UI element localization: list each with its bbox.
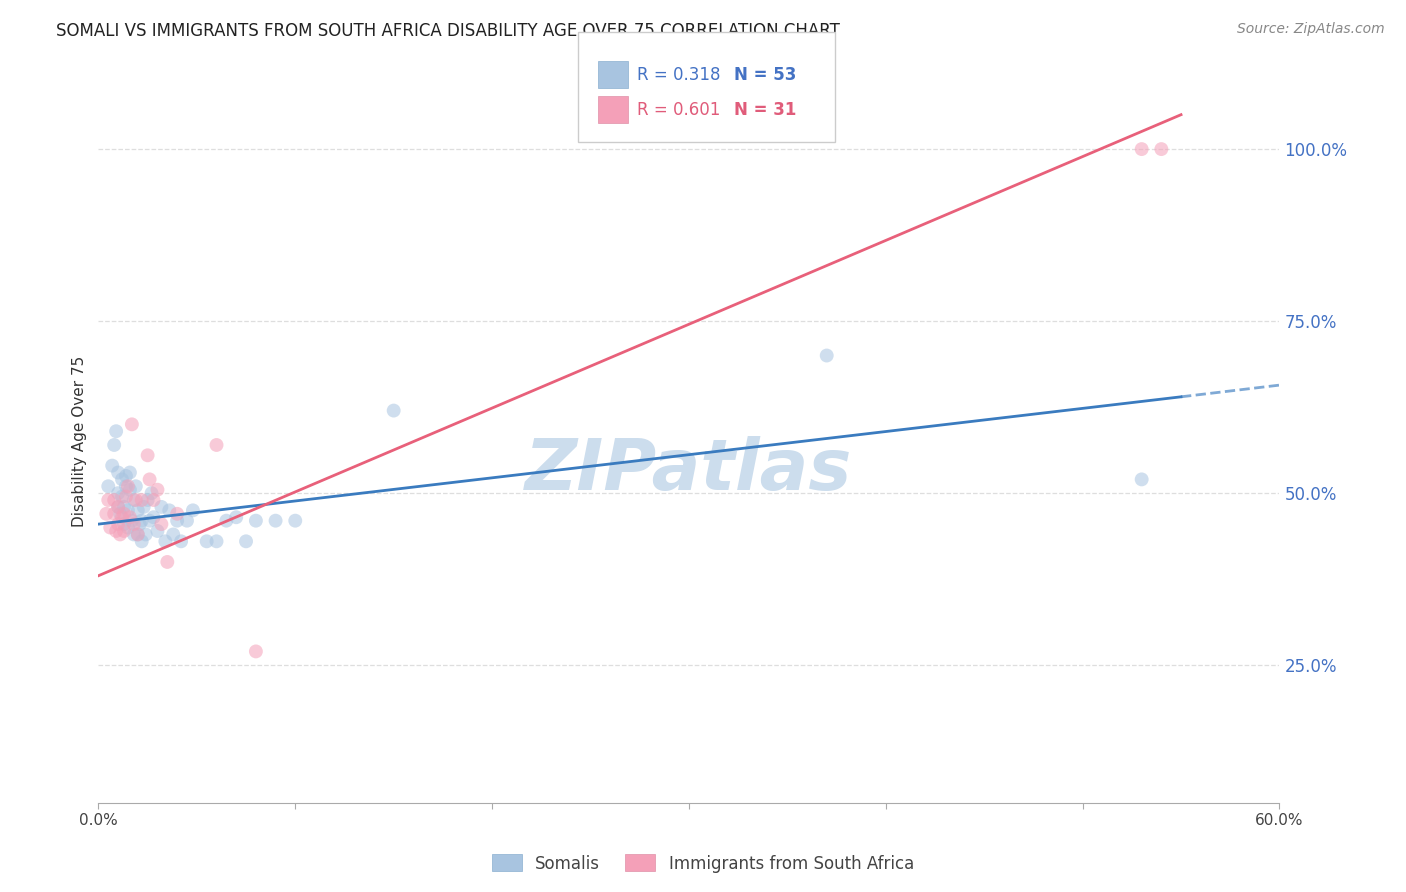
Text: N = 53: N = 53 bbox=[734, 66, 796, 84]
Point bbox=[181, 503, 204, 517]
Point bbox=[112, 524, 135, 538]
Point bbox=[205, 438, 228, 452]
Point bbox=[107, 517, 129, 532]
Y-axis label: Disability Age Over 75: Disability Age Over 75 bbox=[72, 356, 87, 527]
Point bbox=[125, 493, 148, 508]
Point bbox=[382, 403, 405, 417]
Point bbox=[1150, 142, 1173, 156]
Point bbox=[117, 503, 139, 517]
Point bbox=[166, 507, 188, 521]
Point bbox=[131, 493, 153, 508]
Point bbox=[125, 479, 148, 493]
Point bbox=[128, 517, 150, 532]
Point bbox=[245, 644, 267, 658]
Point bbox=[142, 493, 165, 508]
Point bbox=[146, 483, 169, 497]
Point bbox=[117, 520, 139, 534]
Point bbox=[245, 514, 267, 528]
Point bbox=[117, 479, 139, 493]
Point bbox=[103, 507, 125, 521]
Point bbox=[176, 514, 198, 528]
Point bbox=[97, 493, 120, 508]
Point bbox=[112, 500, 135, 514]
Point bbox=[131, 534, 153, 549]
Point bbox=[127, 503, 149, 517]
Point bbox=[150, 500, 173, 514]
Point bbox=[142, 510, 165, 524]
Point bbox=[146, 524, 169, 538]
Point bbox=[264, 514, 287, 528]
Point bbox=[155, 534, 177, 549]
Point bbox=[166, 514, 188, 528]
Point bbox=[235, 534, 257, 549]
Point bbox=[105, 524, 128, 538]
Point bbox=[115, 490, 138, 504]
Point bbox=[136, 448, 159, 462]
Point bbox=[132, 500, 155, 514]
Point bbox=[205, 534, 228, 549]
Text: SOMALI VS IMMIGRANTS FROM SOUTH AFRICA DISABILITY AGE OVER 75 CORRELATION CHART: SOMALI VS IMMIGRANTS FROM SOUTH AFRICA D… bbox=[56, 22, 841, 40]
Point bbox=[138, 472, 160, 486]
Legend: Somalis, Immigrants from South Africa: Somalis, Immigrants from South Africa bbox=[485, 847, 921, 880]
Point bbox=[150, 517, 173, 532]
Point bbox=[122, 493, 145, 508]
Point bbox=[121, 514, 143, 528]
Point bbox=[162, 527, 184, 541]
Point bbox=[118, 510, 141, 524]
Point bbox=[1130, 472, 1153, 486]
Text: R = 0.601: R = 0.601 bbox=[637, 101, 720, 119]
Point bbox=[215, 514, 238, 528]
Point bbox=[111, 472, 134, 486]
Point bbox=[135, 527, 157, 541]
Point bbox=[108, 507, 131, 521]
Point bbox=[1130, 142, 1153, 156]
Point bbox=[121, 417, 143, 432]
Point bbox=[815, 349, 838, 363]
Point bbox=[103, 493, 125, 508]
Point bbox=[96, 507, 118, 521]
Point bbox=[156, 555, 179, 569]
Point bbox=[136, 493, 159, 508]
Point bbox=[107, 486, 129, 500]
Text: Source: ZipAtlas.com: Source: ZipAtlas.com bbox=[1237, 22, 1385, 37]
Point bbox=[115, 479, 138, 493]
Point bbox=[118, 483, 141, 497]
Point bbox=[122, 527, 145, 541]
Point bbox=[103, 438, 125, 452]
Point bbox=[98, 520, 121, 534]
Point bbox=[105, 424, 128, 438]
Point bbox=[101, 458, 124, 473]
Point bbox=[138, 514, 160, 528]
Point bbox=[107, 466, 129, 480]
Point bbox=[225, 510, 247, 524]
Text: R = 0.318: R = 0.318 bbox=[637, 66, 720, 84]
Point bbox=[118, 466, 141, 480]
Point bbox=[108, 527, 131, 541]
Point bbox=[141, 486, 163, 500]
Text: ZIPatlas: ZIPatlas bbox=[526, 436, 852, 505]
Text: N = 31: N = 31 bbox=[734, 101, 796, 119]
Point bbox=[284, 514, 307, 528]
Point bbox=[170, 534, 193, 549]
Point bbox=[115, 469, 138, 483]
Point bbox=[111, 490, 134, 504]
Point bbox=[127, 527, 149, 541]
Point bbox=[127, 527, 149, 541]
Point bbox=[112, 507, 135, 521]
Point bbox=[107, 500, 129, 514]
Point bbox=[112, 517, 135, 532]
Point bbox=[122, 517, 145, 532]
Point bbox=[131, 514, 153, 528]
Point bbox=[111, 510, 134, 524]
Point bbox=[195, 534, 218, 549]
Point bbox=[97, 479, 120, 493]
Point bbox=[107, 500, 129, 514]
Point bbox=[157, 503, 180, 517]
